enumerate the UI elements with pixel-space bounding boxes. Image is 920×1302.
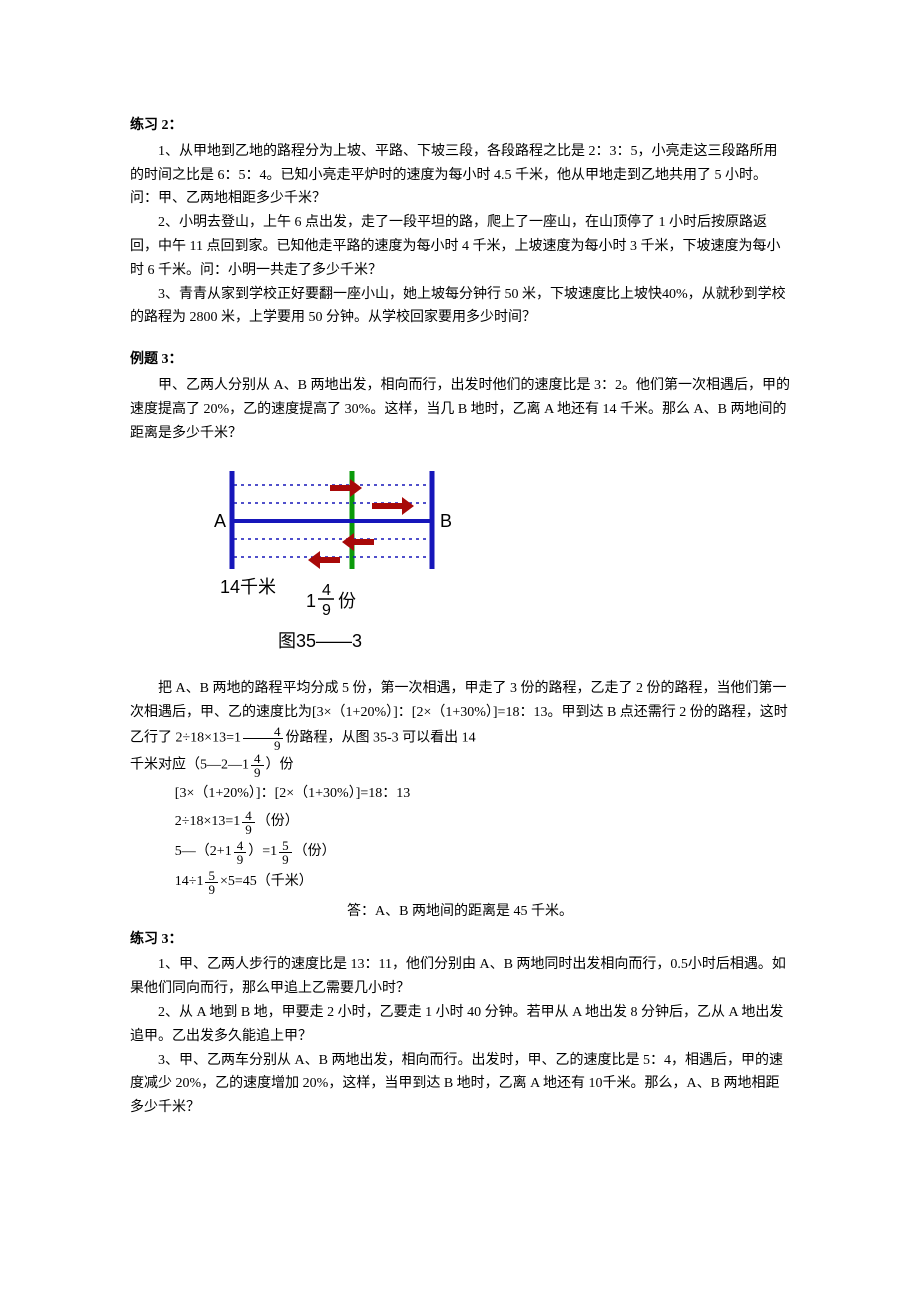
practice3-heading: 练习 3： [130, 928, 790, 952]
spacer [130, 330, 790, 344]
calc4b: ×5=45（千米） [220, 870, 313, 894]
frac-num: 4 [322, 582, 331, 599]
arrow-bot-2 [308, 551, 340, 569]
frac-num: 5 [279, 839, 292, 853]
frac-den: 9 [322, 602, 331, 619]
practice2-q2: 2、小明去登山，上午 6 点出发，走了一段平坦的路，爬上了一座山，在山顶停了 1… [130, 211, 790, 282]
example3-answer: 答：A、B 两地间的距离是 45 千米。 [130, 900, 790, 924]
calc2a: 2÷18×13=1 [175, 810, 240, 834]
practice3-q1: 1、甲、乙两人步行的速度比是 13：11，他们分别由 A、B 两地同时出发相向而… [130, 953, 790, 1001]
inline-frac-a: 49 [243, 725, 284, 752]
inline-frac-b: 49 [251, 752, 264, 779]
calc1-text: [3×（1+20%）]：[2×（1+30%）]=18：13 [175, 782, 410, 806]
calc3-frac1: 49 [234, 839, 247, 866]
figure-caption: 图35——3 [278, 631, 362, 651]
practice2-q1: 1、从甲地到乙地的路程分为上坡、平路、下坡三段，各段路程之比是 2：3：5，小亮… [130, 140, 790, 211]
calc3b: （份） [294, 840, 336, 864]
label-A: A [214, 511, 226, 531]
calc-line-3: 5—（2+149）=159（份） [175, 839, 790, 866]
arrow-top-2 [372, 497, 414, 515]
calc3a: 5—（2+1 [175, 840, 232, 864]
frac-num: 5 [205, 869, 218, 883]
figure-35-3: A B 14千米 1 4 9 份 图35——3 [172, 459, 790, 659]
frac-num: 4 [234, 839, 247, 853]
label-B: B [440, 511, 452, 531]
practice3-q3: 3、甲、乙两车分别从 A、B 两地出发，相向而行。出发时，甲、乙的速度比是 5：… [130, 1049, 790, 1120]
frac-den: 9 [251, 766, 264, 779]
example3-explain-1: 把 A、B 两地的路程平均分成 5 份，第一次相遇，甲走了 3 份的路程，乙走了… [130, 677, 790, 752]
explain-1b: 份路程，从图 35-3 可以看出 14 [285, 731, 475, 746]
arrow-bot-1 [342, 533, 374, 551]
frac-unit: 份 [338, 591, 356, 611]
label-14km: 14千米 [220, 577, 276, 597]
frac-num: 4 [242, 809, 255, 823]
practice2-q3: 3、青青从家到学校正好要翻一座小山，她上坡每分钟行 50 米，下坡速度比上坡快4… [130, 283, 790, 331]
frac-den: 9 [242, 823, 255, 836]
document-page: 练习 2： 1、从甲地到乙地的路程分为上坡、平路、下坡三段，各段路程之比是 2：… [0, 0, 920, 1180]
arrow-top-1 [330, 479, 362, 497]
calc-line-1: [3×（1+20%）]：[2×（1+30%）]=18：13 [175, 782, 790, 806]
practice2-heading: 练习 2： [130, 114, 790, 138]
example3-explain-2: 千米对应（5—2—149）份 [130, 752, 790, 779]
calc2-frac: 49 [242, 809, 255, 836]
frac-den: 9 [243, 739, 284, 752]
example3-heading: 例题 3： [130, 348, 790, 372]
frac-den: 9 [279, 853, 292, 866]
frac-den: 9 [205, 883, 218, 896]
calc4a: 14÷1 [175, 870, 204, 894]
explain-2a: 千米对应（5—2—1 [130, 758, 249, 773]
frac-den: 9 [234, 853, 247, 866]
practice3-q2: 2、从 A 地到 B 地，甲要走 2 小时，乙要走 1 小时 40 分钟。若甲从… [130, 1001, 790, 1049]
example3-body: 甲、乙两人分别从 A、B 两地出发，相向而行，出发时他们的速度比是 3：2。他们… [130, 374, 790, 445]
calc-line-2: 2÷18×13=149（份） [175, 809, 790, 836]
frac-num: 4 [251, 752, 264, 766]
explain-2b: ）份 [266, 758, 294, 773]
frac-num: 4 [243, 725, 284, 739]
calc2b: （份） [257, 810, 299, 834]
diagram-svg: A B 14千米 1 4 9 份 图35——3 [172, 459, 492, 659]
calc-block: [3×（1+20%）]：[2×（1+30%）]=18：13 2÷18×13=14… [175, 782, 790, 896]
calc-line-4: 14÷159×5=45（千米） [175, 869, 790, 896]
calc4-frac: 59 [205, 869, 218, 896]
calc3mid: ）=1 [248, 840, 277, 864]
frac-whole: 1 [306, 591, 316, 611]
calc3-frac2: 59 [279, 839, 292, 866]
